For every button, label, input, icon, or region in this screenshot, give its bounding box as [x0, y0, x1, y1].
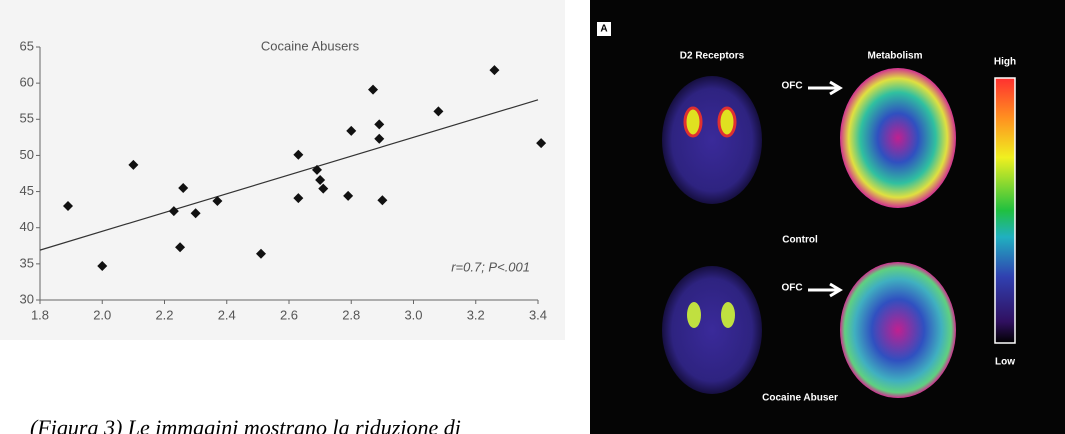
trend-line: [39, 99, 539, 251]
brain-hotspot: [721, 302, 735, 328]
point: [293, 193, 304, 204]
point: [63, 201, 74, 212]
y-tick-label: 50: [20, 147, 34, 162]
point: [315, 175, 326, 186]
brain-scan: [662, 76, 762, 204]
point: [175, 242, 186, 253]
scale-label: Low: [995, 357, 1015, 368]
y-tick-label: 35: [20, 255, 34, 270]
y-tick-label: 30: [20, 291, 34, 306]
point: [368, 84, 379, 95]
chart-background: [0, 0, 565, 340]
column-label: D2 Receptors: [680, 51, 745, 62]
row-label: Control: [782, 235, 818, 246]
y-tick-label: 60: [20, 75, 34, 90]
x-tick-label: 2.0: [93, 307, 111, 322]
point: [374, 119, 385, 130]
x-tick-label: 3.2: [467, 307, 485, 322]
color-scale: [994, 77, 1016, 344]
scale-label: High: [994, 57, 1016, 68]
x-tick-label: 3.0: [404, 307, 422, 322]
point: [190, 208, 201, 219]
brain-hotspot: [683, 106, 703, 138]
point: [212, 195, 223, 206]
x-tick-label: 2.2: [155, 307, 173, 322]
y-tick-label: 65: [20, 38, 34, 53]
ofc-label: OFC: [781, 283, 802, 294]
caption: (Figura 3) Le immagini mostrano la riduz…: [30, 415, 461, 434]
row-label: Cocaine Abuser: [762, 393, 838, 404]
y-tick-label: 40: [20, 219, 34, 234]
chart: Cocaine Abusers r=0.7; P<.001 30 35 40 45 50…: [0, 0, 565, 340]
point: [255, 248, 266, 259]
arrow: [808, 282, 843, 298]
point: [318, 183, 329, 194]
panel-box: [597, 22, 611, 36]
y-tick-label: 45: [20, 183, 34, 198]
x-tick-label: 2.8: [342, 307, 360, 322]
x-tick-label: 2.6: [280, 307, 298, 322]
point: [433, 106, 444, 117]
chart-title: Cocaine Abusers: [261, 38, 360, 53]
point: [343, 190, 354, 201]
brain-hotspot: [717, 106, 737, 138]
point: [374, 133, 385, 144]
point: [168, 206, 179, 217]
point: [293, 149, 304, 160]
point: [97, 261, 108, 272]
brain-scan: [840, 262, 956, 398]
arrow: [808, 80, 843, 96]
point: [346, 125, 357, 136]
x-tick-label: 2.4: [218, 307, 236, 322]
panel-label: A: [600, 24, 607, 35]
point: [178, 182, 189, 193]
annotation: r=0.7; P<.001: [451, 259, 530, 274]
brain-hotspot: [687, 302, 701, 328]
y-tick-label: 55: [20, 111, 34, 126]
brain-scan: [840, 68, 956, 208]
brain-scan: [662, 266, 762, 394]
point: [312, 164, 323, 175]
point: [128, 159, 139, 170]
ofc-label: OFC: [781, 81, 802, 92]
point: [377, 195, 388, 206]
x-tick-label: 3.4: [529, 307, 547, 322]
column-label: Metabolism: [867, 51, 922, 62]
figure: A D2 Receptors Metabolism High Low OFC O…: [590, 0, 1065, 434]
point: [489, 65, 500, 76]
x-tick-label: 1.8: [31, 307, 49, 322]
point: [536, 138, 547, 149]
